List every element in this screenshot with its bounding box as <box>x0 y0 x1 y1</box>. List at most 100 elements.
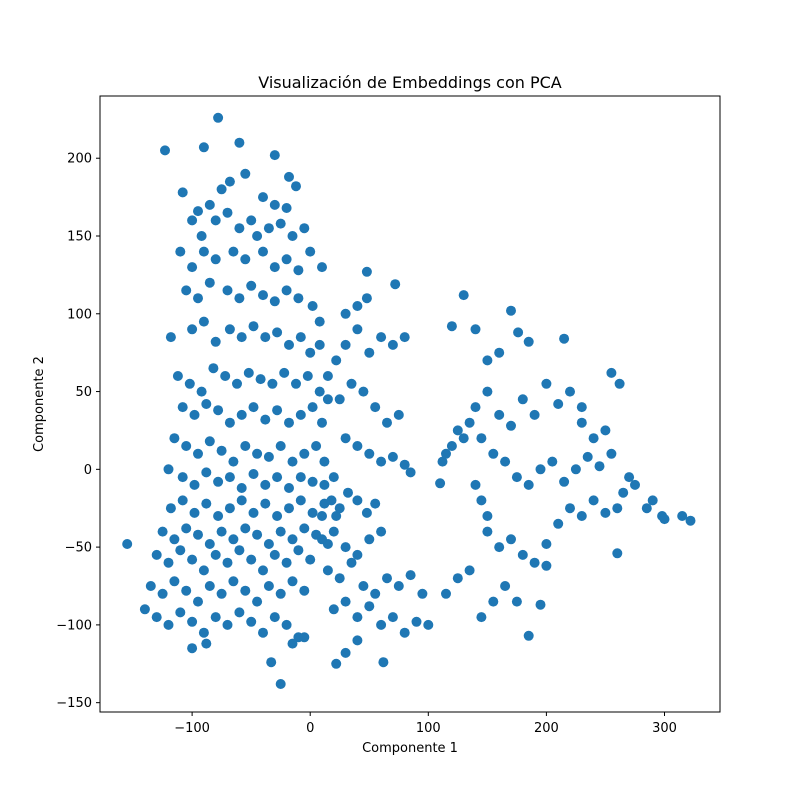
data-point <box>685 515 696 526</box>
data-point <box>284 483 294 493</box>
data-point <box>553 518 564 529</box>
data-point <box>314 386 325 397</box>
data-point <box>210 336 221 347</box>
data-point <box>263 581 274 591</box>
data-point <box>376 456 387 467</box>
data-point <box>393 581 404 591</box>
data-point <box>302 371 313 381</box>
data-point <box>234 137 245 148</box>
data-point <box>435 478 446 489</box>
data-point <box>193 596 203 607</box>
data-point <box>284 339 294 350</box>
data-point <box>452 425 463 436</box>
data-point <box>523 336 534 347</box>
data-point <box>399 332 410 343</box>
data-point <box>511 596 522 607</box>
data-point <box>234 607 245 618</box>
data-point <box>307 402 318 413</box>
data-point <box>370 498 381 509</box>
data-point <box>305 554 316 565</box>
data-point <box>291 181 301 192</box>
data-point <box>222 207 233 218</box>
data-point <box>576 511 587 521</box>
data-point <box>361 507 372 518</box>
data-point <box>163 464 174 475</box>
data-point <box>240 441 251 451</box>
data-point <box>464 565 475 576</box>
data-point <box>458 433 469 444</box>
data-point <box>208 363 219 374</box>
data-point <box>340 339 351 350</box>
data-point <box>361 293 372 304</box>
data-point <box>334 573 345 584</box>
data-point <box>260 498 271 509</box>
points-layer <box>122 112 696 689</box>
data-point <box>293 293 304 304</box>
data-point <box>541 539 552 549</box>
data-point <box>295 332 306 343</box>
data-point <box>511 472 522 483</box>
data-point <box>352 495 363 506</box>
data-point <box>618 487 629 498</box>
data-point <box>299 223 310 234</box>
data-point <box>299 632 310 643</box>
data-point <box>352 635 363 646</box>
data-point <box>370 588 381 599</box>
data-point <box>198 316 209 327</box>
data-point <box>382 417 392 428</box>
data-point <box>284 171 294 182</box>
data-point <box>470 479 481 490</box>
data-point <box>547 456 558 467</box>
data-point <box>470 324 481 335</box>
data-point <box>216 588 227 599</box>
data-point <box>441 448 451 459</box>
data-point <box>210 549 221 560</box>
data-point <box>246 280 257 291</box>
data-point <box>582 451 593 462</box>
data-point <box>307 301 318 311</box>
data-point <box>258 246 268 257</box>
data-point <box>260 332 271 343</box>
data-point <box>213 405 224 416</box>
data-point <box>260 414 271 425</box>
data-point <box>612 548 623 559</box>
data-point <box>565 386 575 397</box>
data-point <box>269 262 280 273</box>
data-point <box>482 386 493 397</box>
data-point <box>659 514 670 525</box>
data-point <box>305 246 316 257</box>
data-point <box>189 479 200 490</box>
data-point <box>198 246 209 257</box>
data-point <box>287 638 298 649</box>
data-point <box>267 378 278 389</box>
data-point <box>326 495 337 506</box>
data-point <box>175 246 186 257</box>
data-point <box>506 420 516 431</box>
data-point <box>275 441 286 451</box>
data-point <box>224 176 235 187</box>
data-point <box>331 355 342 366</box>
data-point <box>458 290 469 301</box>
data-point <box>269 296 280 307</box>
data-point <box>523 479 534 490</box>
data-point <box>196 386 207 397</box>
data-point <box>204 436 215 447</box>
data-point <box>559 476 570 487</box>
data-point <box>281 285 292 296</box>
data-point <box>411 616 422 627</box>
data-point <box>482 511 493 521</box>
data-point <box>390 279 401 290</box>
data-point <box>240 168 251 179</box>
data-point <box>535 464 546 475</box>
data-point <box>222 557 233 568</box>
data-point <box>287 456 298 467</box>
data-point <box>281 619 292 630</box>
data-point <box>272 327 283 338</box>
data-point <box>189 409 200 420</box>
data-point <box>340 596 351 607</box>
data-point <box>181 441 192 451</box>
data-point <box>177 472 188 483</box>
data-point <box>157 526 168 537</box>
data-point <box>163 619 174 630</box>
